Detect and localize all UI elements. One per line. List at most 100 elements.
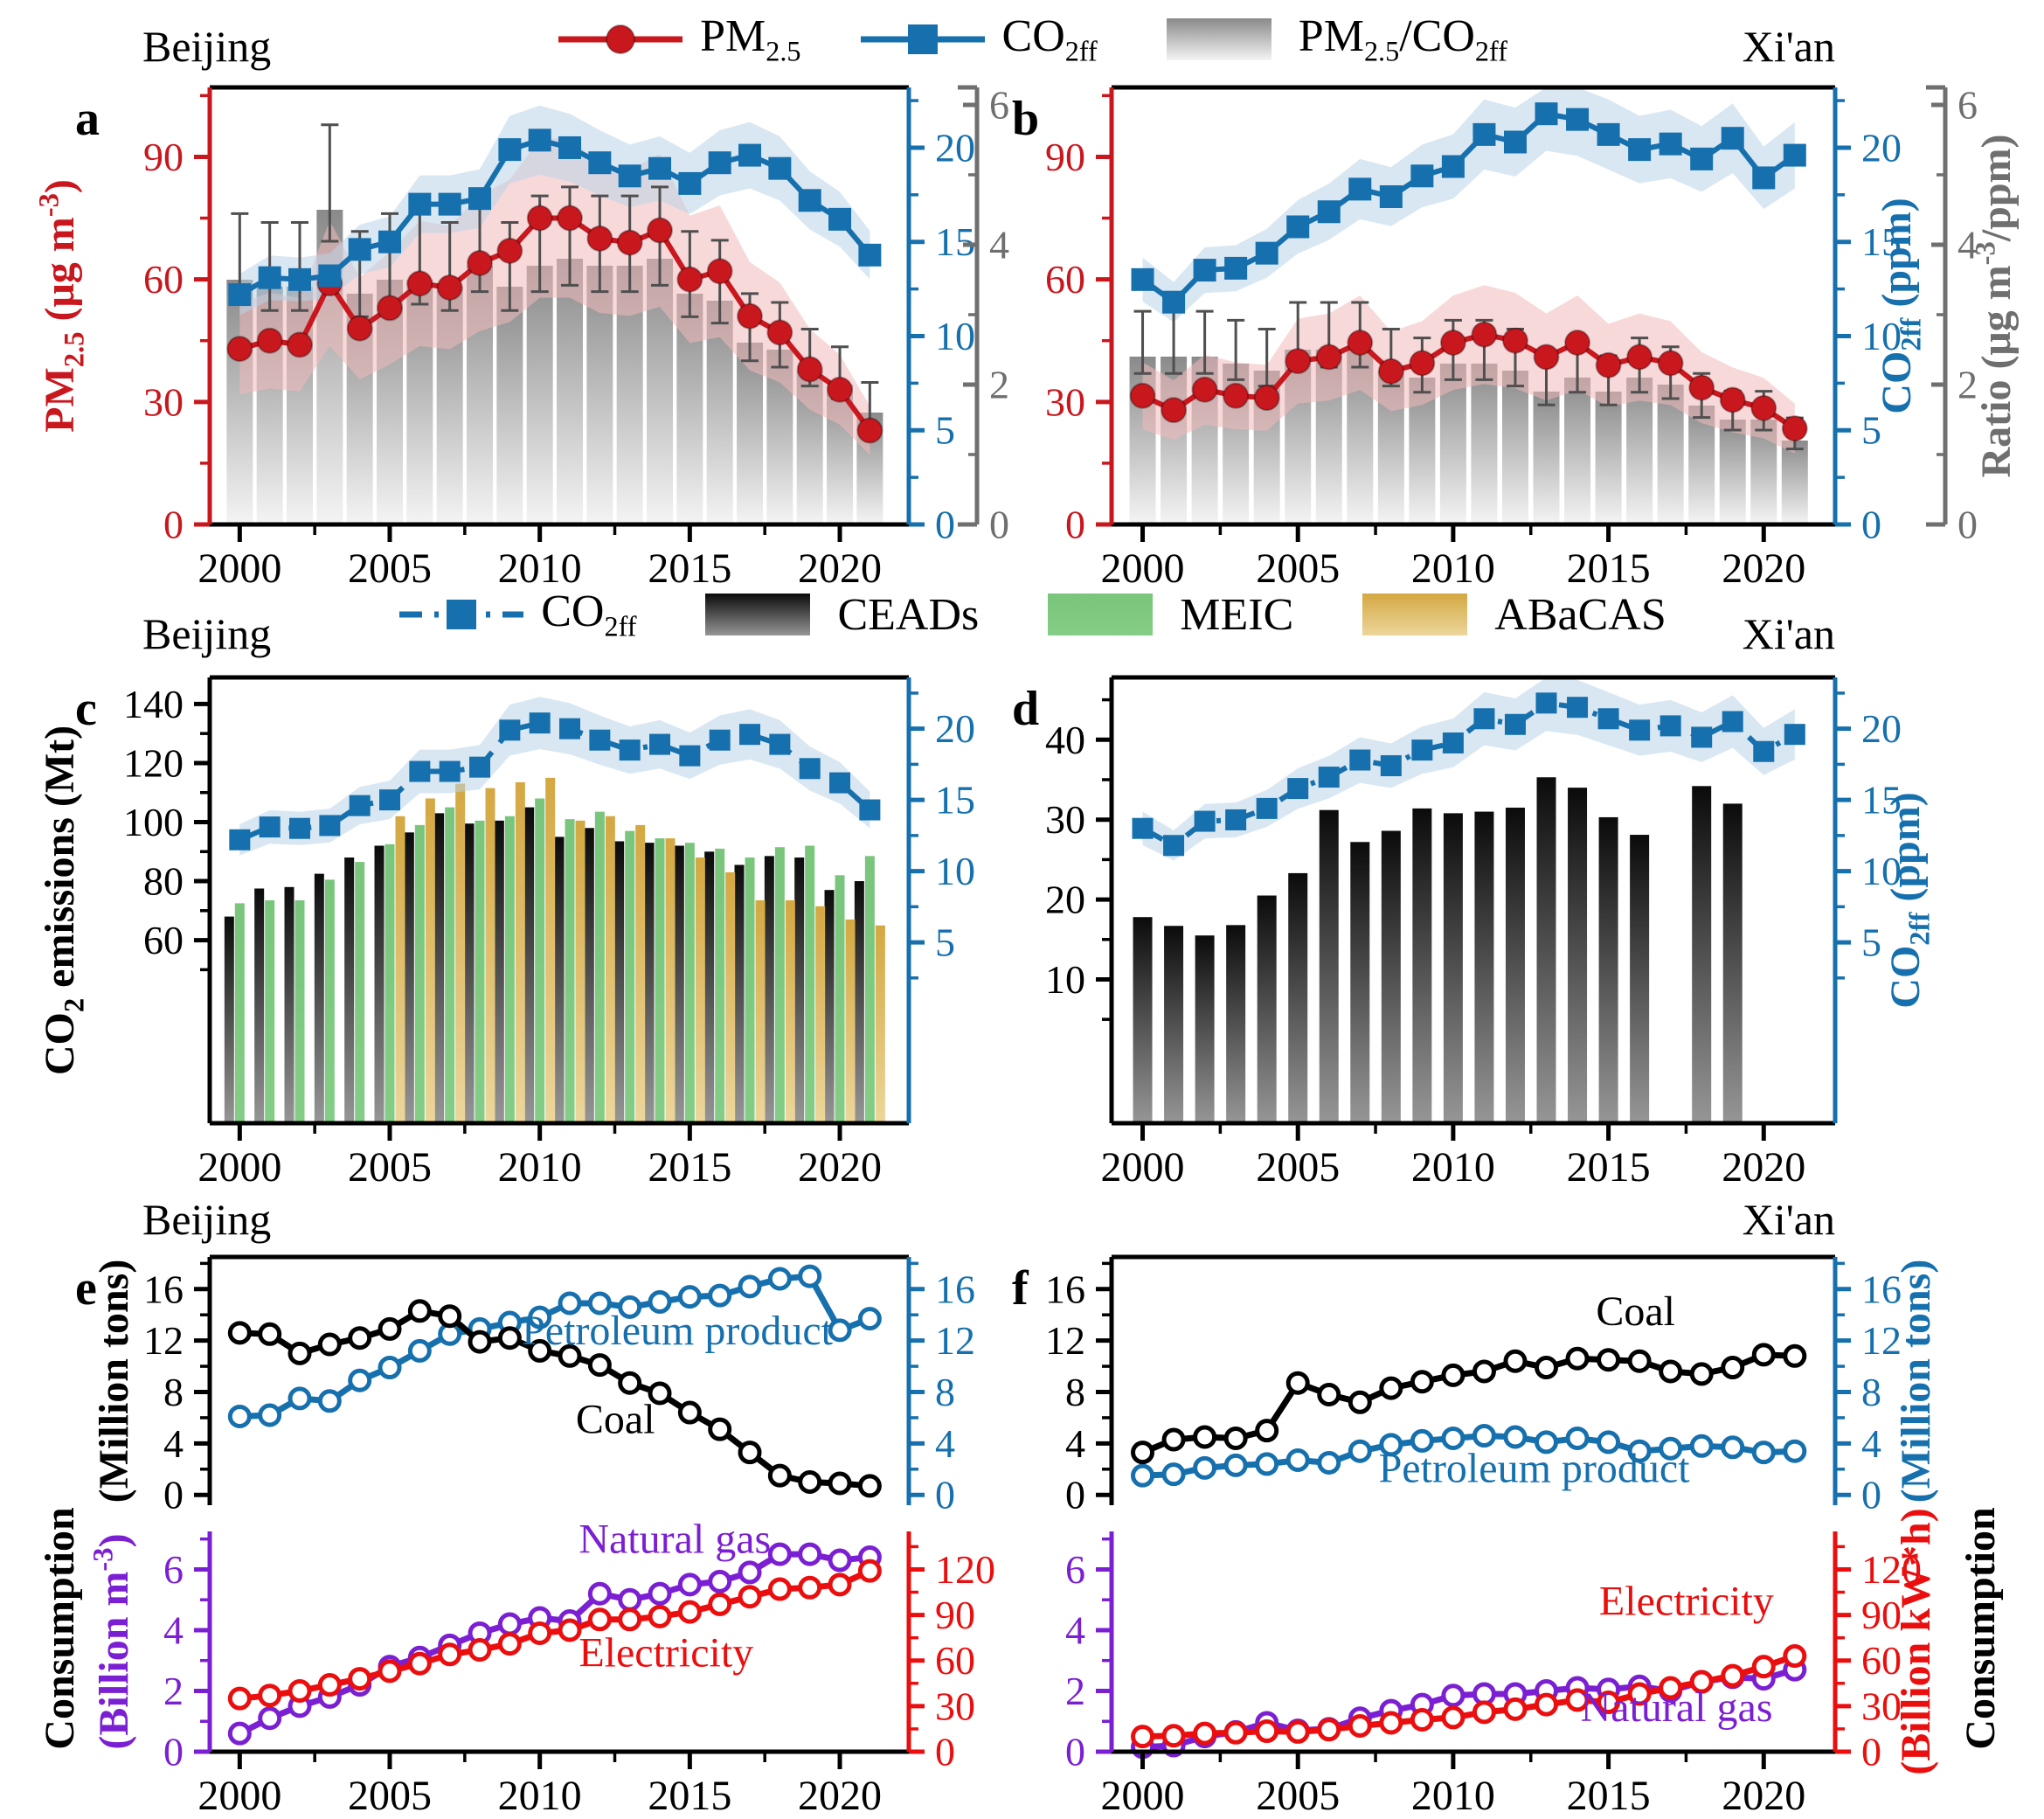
svg-text:20: 20 <box>935 706 975 751</box>
svg-text:20: 20 <box>1045 878 1085 922</box>
svg-text:2020: 2020 <box>1722 545 1805 592</box>
svg-text:2000: 2000 <box>1101 1773 1185 1819</box>
svg-text:5: 5 <box>1861 920 1881 965</box>
legend-item-ceads: CEADs <box>692 588 979 641</box>
svg-text:2005: 2005 <box>1256 545 1340 592</box>
c-abacas-bar <box>755 900 766 1123</box>
svg-text:0: 0 <box>989 503 1009 547</box>
svg-text:6: 6 <box>1065 1547 1085 1592</box>
c-meic-bar <box>385 844 395 1123</box>
c-meic-bar <box>835 875 845 1123</box>
svg-text:2020: 2020 <box>798 1144 882 1191</box>
c-ceads-bar <box>224 916 234 1123</box>
d-ceads-bar <box>1630 835 1650 1123</box>
a-ratio-bar <box>496 287 523 524</box>
svg-text:2000: 2000 <box>1101 545 1185 592</box>
c-ceads-bar <box>404 832 414 1123</box>
svg-text:6: 6 <box>1957 83 1978 128</box>
svg-text:(Million tons): (Million tons) <box>91 1260 137 1503</box>
svg-text:16: 16 <box>1861 1267 1902 1311</box>
d-ceads-bar <box>1288 872 1308 1123</box>
svg-text:30: 30 <box>1045 379 1085 424</box>
svg-text:4: 4 <box>989 223 1009 267</box>
f_bottom-electricity-line <box>1142 1653 1796 1740</box>
svg-text:8: 8 <box>1065 1370 1085 1414</box>
svg-text:8: 8 <box>1861 1370 1881 1414</box>
svg-text:4: 4 <box>935 1421 955 1466</box>
svg-text:4: 4 <box>163 1421 184 1466</box>
c-abacas-bar <box>815 906 826 1123</box>
co2ff-dash-legend-icon <box>399 599 524 629</box>
legend-label-co2ff: CO2ff <box>1001 11 1098 67</box>
c-meic-bar <box>625 830 635 1123</box>
svg-text:90: 90 <box>1045 135 1085 179</box>
svg-text:16: 16 <box>935 1267 975 1311</box>
svg-text:20: 20 <box>935 125 975 170</box>
c-ceads-bar <box>314 873 324 1123</box>
svg-text:2015: 2015 <box>1567 545 1651 592</box>
svg-text:(Billion kW*h): (Billion kW*h) <box>1893 1508 1939 1774</box>
c-ceads-bar <box>704 851 715 1123</box>
svg-text:10: 10 <box>1861 849 1902 893</box>
svg-text:Consumption: Consumption <box>1957 1507 2004 1749</box>
c-abacas-bar <box>395 816 405 1123</box>
c-ceads-bar <box>764 856 774 1123</box>
svg-text:0: 0 <box>1861 503 1881 547</box>
svg-text:10: 10 <box>1045 957 1085 1002</box>
svg-text:90: 90 <box>1861 1593 1902 1637</box>
d-ceads-bar <box>1381 830 1401 1123</box>
c-meic-bar <box>745 857 755 1123</box>
svg-text:30: 30 <box>143 379 184 424</box>
legend-item-ratio: PM2.5/CO2ff <box>1154 10 1507 67</box>
svg-text:2010: 2010 <box>1411 1144 1495 1191</box>
box-abacas-legend-icon <box>1362 594 1468 635</box>
c-meic-bar <box>475 820 485 1123</box>
svg-text:0: 0 <box>1861 1473 1881 1517</box>
d-ceads-bar <box>1505 807 1525 1123</box>
svg-text:CO2ff (ppm): CO2ff (ppm) <box>1874 198 1928 413</box>
c-meic-bar <box>324 879 335 1123</box>
svg-text:4: 4 <box>1065 1421 1085 1466</box>
svg-text:2: 2 <box>1957 363 1978 407</box>
annotation-coal: Coal <box>1596 1288 1675 1335</box>
svg-text:0: 0 <box>935 503 955 547</box>
a-ratio-bar <box>557 259 584 524</box>
svg-text:90: 90 <box>143 135 184 179</box>
svg-text:15: 15 <box>1861 778 1902 823</box>
c-abacas-bar <box>665 838 676 1123</box>
svg-text:2010: 2010 <box>1411 1773 1495 1819</box>
annotation-petroleum-product: Petroleum product <box>522 1308 834 1354</box>
co2ff-legend-icon <box>860 24 985 54</box>
b-ratio-bar <box>1564 378 1591 524</box>
c-abacas-bar <box>425 798 435 1123</box>
legend-item-abacas: ABaCAS <box>1349 588 1666 641</box>
d-ceads-bar <box>1598 816 1618 1123</box>
c-meic-bar <box>535 798 545 1123</box>
pm25-legend-icon <box>558 24 683 54</box>
svg-text:Ratio (μg m-3/ppm): Ratio (μg m-3/ppm) <box>1971 134 2020 477</box>
svg-text:2005: 2005 <box>1256 1773 1340 1819</box>
svg-text:16: 16 <box>1045 1267 1085 1311</box>
d-ceads-bar <box>1474 811 1494 1123</box>
legend-row-middle: CO2ff CEADs MEIC ABaCAS <box>350 584 1713 645</box>
annotation-coal: Coal <box>576 1397 655 1443</box>
svg-text:2020: 2020 <box>1722 1773 1805 1819</box>
legend-item-co2ff: CO2ff <box>396 586 636 642</box>
legend-item-pm25: PM2.5 <box>555 10 801 67</box>
c-ceads-bar <box>374 845 385 1123</box>
svg-text:PM2.5 (μg m-3): PM2.5 (μg m-3) <box>34 179 91 433</box>
svg-text:20: 20 <box>1861 706 1902 751</box>
d-ceads-bar <box>1443 813 1463 1123</box>
c-ceads-bar <box>344 857 355 1123</box>
svg-text:4: 4 <box>1861 1421 1881 1466</box>
c-abacas-bar <box>785 900 795 1123</box>
svg-text:Consumption: Consumption <box>37 1507 83 1749</box>
e_bottom-naturalgas-line <box>238 1551 870 1737</box>
b-ratio-bar <box>1595 392 1622 524</box>
b-ratio-bar <box>1781 441 1808 524</box>
panel-letter-a: a <box>75 92 100 146</box>
c-abacas-bar <box>485 788 495 1123</box>
c-meic-bar <box>774 847 785 1123</box>
svg-text:12: 12 <box>1045 1318 1085 1363</box>
c-ceads-bar <box>794 857 805 1123</box>
